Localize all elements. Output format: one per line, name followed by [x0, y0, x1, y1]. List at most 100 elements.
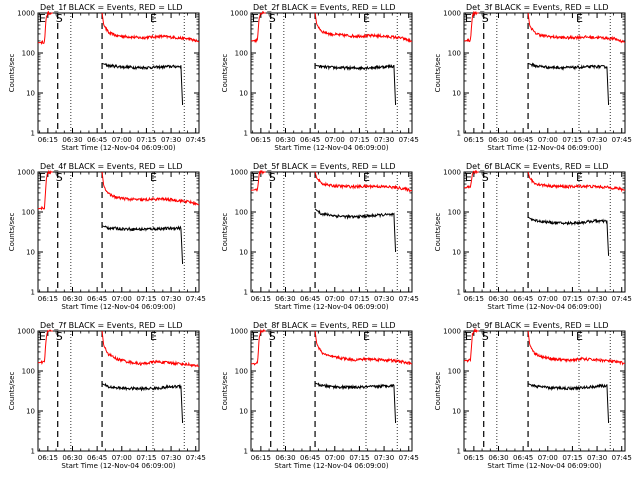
series-lld-line-2	[527, 330, 626, 366]
x-tick-label: 07:00	[538, 136, 558, 144]
x-axis-label: Start Time (12-Nov-04 06:09:00)	[487, 462, 601, 470]
x-tick-label: 07:15	[562, 454, 582, 462]
x-tick-label: 06:30	[275, 295, 295, 303]
chart-panel-6: Det_6f BLACK = Events, RED = LLD 1 10 100 10…	[434, 162, 632, 311]
series-lld-line-1	[463, 10, 479, 43]
e-marker-label: E	[465, 171, 472, 184]
y-axis-label: Counts/sec	[8, 372, 16, 411]
x-tick-label: 07:30	[374, 295, 394, 303]
chart-title: Det_6f BLACK = Events, RED = LLD	[466, 162, 609, 171]
plot-frame	[250, 171, 413, 293]
chart-title: Det_8f BLACK = Events, RED = LLD	[253, 321, 396, 330]
series-events-line-1	[314, 63, 397, 106]
y-tick-label: 10	[239, 408, 248, 416]
y-tick-label: 10	[239, 249, 248, 257]
series-lld-line-1	[250, 169, 266, 192]
x-tick-label: 06:15	[251, 295, 271, 303]
x-tick-label: 07:45	[399, 454, 419, 462]
chart-title: Det_9f BLACK = Events, RED = LLD	[466, 321, 609, 330]
x-tick-label: 07:45	[186, 136, 206, 144]
x-tick-label: 06:30	[488, 295, 508, 303]
x-tick-label: 07:00	[325, 136, 345, 144]
y-tick-label: 10	[452, 90, 461, 98]
chart-panel-9: Det_9f BLACK = Events, RED = LLD 1 10 100 10…	[434, 321, 632, 470]
series-lld-line-1	[37, 169, 53, 211]
x-axis-label: Start Time (12-Nov-04 06:09:00)	[274, 144, 388, 152]
x-tick-label: 06:45	[87, 136, 107, 144]
y-tick-label: 1	[457, 448, 461, 456]
x-tick-label: 07:45	[612, 136, 632, 144]
y-tick-label: 10	[452, 249, 461, 257]
y-axis-label: Counts/sec	[434, 372, 442, 411]
x-tick-label: 06:30	[488, 136, 508, 144]
series-lld-line-2	[314, 12, 413, 43]
e-marker-label: E	[39, 171, 46, 184]
plot-frame	[463, 330, 626, 452]
y-tick-label: 10	[26, 249, 35, 257]
x-tick-label: 06:30	[275, 136, 295, 144]
y-tick-label: 100	[22, 368, 35, 376]
x-tick-label: 06:45	[513, 136, 533, 144]
series-events-line-1	[101, 382, 184, 424]
series-lld-line-1	[37, 329, 53, 366]
y-tick-label: 100	[448, 209, 461, 217]
chart-panel-1: Det_1f BLACK = Events, RED = LLD 1 10 100 10…	[8, 3, 206, 152]
y-tick-label: 1	[31, 448, 35, 456]
s-marker-label: S	[482, 12, 489, 25]
x-tick-label: 06:15	[251, 454, 271, 462]
e-marker-label-2: E	[363, 12, 370, 25]
s-marker-label: S	[269, 171, 276, 184]
chart-title: Det_4f BLACK = Events, RED = LLD	[40, 162, 183, 171]
series-lld-line-2	[101, 12, 200, 43]
y-tick-label: 10	[452, 408, 461, 416]
x-tick-label: 06:30	[275, 454, 295, 462]
x-tick-label: 07:30	[374, 454, 394, 462]
series-lld-line-1	[463, 170, 479, 189]
series-lld-line-2	[527, 171, 626, 193]
e-marker-label-2: E	[576, 12, 583, 25]
e-marker-label-2: E	[150, 330, 157, 343]
chart-title: Det_1f BLACK = Events, RED = LLD	[40, 3, 183, 12]
series-lld-line-1	[250, 10, 266, 44]
y-tick-label: 1000	[17, 10, 35, 18]
e-marker-label: E	[252, 12, 259, 25]
series-events-line-1	[527, 62, 610, 106]
y-axis-label: Counts/sec	[8, 54, 16, 93]
x-tick-label: 07:15	[562, 136, 582, 144]
series-events-line-1	[314, 208, 397, 253]
plot-frame	[37, 171, 200, 293]
x-tick-label: 07:30	[161, 295, 181, 303]
y-axis-label: Counts/sec	[221, 372, 229, 411]
y-tick-label: 1	[31, 289, 35, 297]
y-tick-label: 1000	[230, 10, 248, 18]
x-tick-label: 07:00	[112, 136, 132, 144]
series-lld-line-1	[463, 327, 479, 363]
plot-frame	[250, 12, 413, 134]
e-marker-label: E	[465, 12, 472, 25]
y-tick-label: 100	[22, 50, 35, 58]
s-marker-label: S	[56, 12, 63, 25]
e-marker-label-2: E	[363, 171, 370, 184]
x-tick-label: 06:45	[87, 454, 107, 462]
y-tick-label: 100	[22, 209, 35, 217]
x-axis-label: Start Time (12-Nov-04 06:09:00)	[487, 144, 601, 152]
y-tick-label: 100	[448, 368, 461, 376]
s-marker-label: S	[269, 330, 276, 343]
series-lld-line-1	[250, 328, 266, 366]
s-marker-label: S	[56, 171, 63, 184]
y-axis-label: Counts/sec	[8, 213, 16, 252]
x-tick-label: 07:45	[612, 295, 632, 303]
x-tick-label: 07:15	[136, 454, 156, 462]
chart-panel-4: Det_4f BLACK = Events, RED = LLD 1 10 100 10…	[8, 162, 206, 311]
series-lld-line-2	[314, 171, 413, 193]
s-marker-label: S	[482, 330, 489, 343]
x-tick-label: 07:45	[399, 295, 419, 303]
x-tick-label: 07:30	[161, 136, 181, 144]
x-tick-label: 06:30	[62, 295, 82, 303]
chart-title: Det_7f BLACK = Events, RED = LLD	[40, 321, 183, 330]
x-tick-label: 06:15	[464, 295, 484, 303]
y-axis-label: Counts/sec	[221, 213, 229, 252]
x-tick-label: 07:30	[587, 295, 607, 303]
x-tick-label: 06:15	[38, 454, 58, 462]
x-tick-label: 07:00	[325, 454, 345, 462]
